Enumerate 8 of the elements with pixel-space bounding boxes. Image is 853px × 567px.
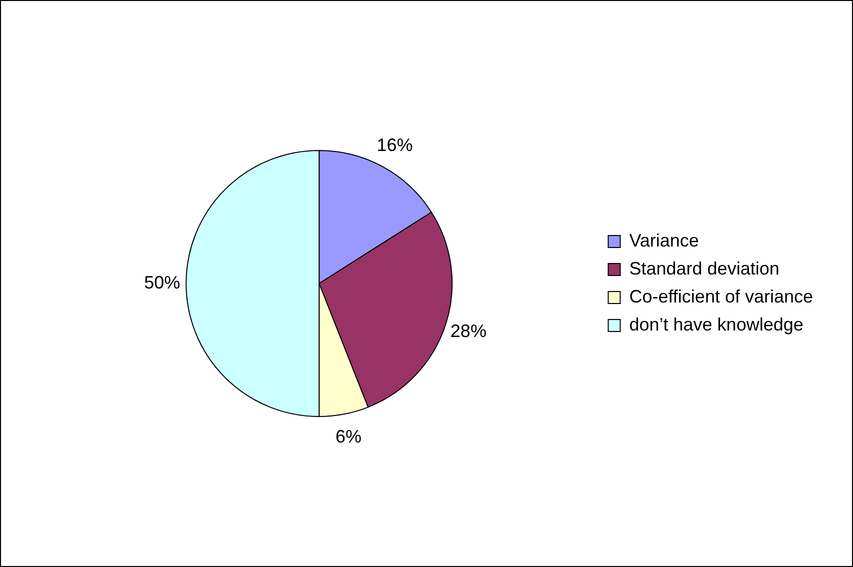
data-label: 50% (144, 272, 180, 292)
legend-label: Co-efficient of variance (629, 286, 814, 306)
data-label: 16% (376, 134, 413, 155)
data-label: 28% (450, 320, 486, 341)
legend-label: Variance (629, 230, 699, 250)
legend-label: Standard deviation (629, 258, 780, 278)
data-label: 6% (336, 426, 362, 447)
legend-label: don’t have knowledge (629, 314, 804, 334)
